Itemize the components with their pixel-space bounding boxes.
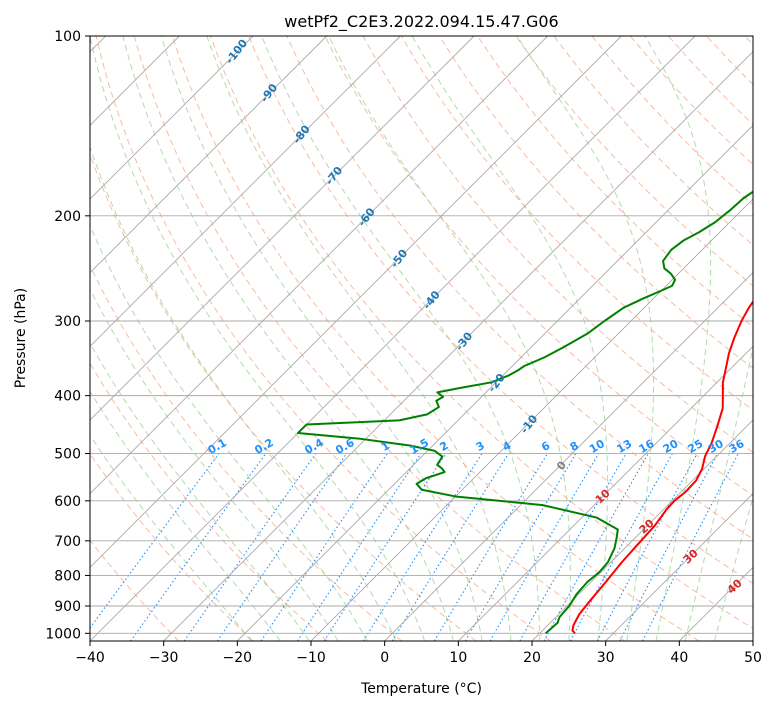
- y-axis-label: Pressure (hPa): [13, 288, 29, 388]
- isotherm-line: [605, 493, 753, 641]
- moist-adiabat-line: [644, 36, 712, 641]
- isotherm-line: [384, 272, 753, 641]
- dry-adiabat-line: [515, 36, 753, 287]
- dry-adiabat-line: [324, 36, 753, 497]
- isotherm-line: [90, 36, 475, 421]
- y-axis-ticks: 100 200 300 400 500 600 700 800 900 1000: [45, 29, 90, 642]
- moist-adiabat-line: [90, 224, 368, 641]
- moist-adiabat-line: [411, 36, 609, 641]
- dry-adiabat-line: [90, 264, 403, 641]
- dry-adiabat-line: [90, 452, 254, 641]
- isotherm-line: [310, 198, 753, 641]
- y-tick-label: 100: [54, 29, 81, 45]
- dry-adiabat-line: [248, 36, 753, 585]
- dry-adiabats: [90, 36, 753, 641]
- x-tick-label: 10: [449, 650, 467, 666]
- x-tick-label: 40: [670, 650, 688, 666]
- dry-adiabat-line: [90, 152, 477, 641]
- x-tick-label: 0: [380, 650, 389, 666]
- moist-adiabat-line: [90, 342, 310, 641]
- moist-adiabat-line: [206, 36, 512, 641]
- y-tick-label: 900: [54, 599, 81, 615]
- moist-adiabat-line: [328, 36, 571, 641]
- y-tick-label: 400: [54, 389, 81, 405]
- dewpoint-line: [296, 190, 753, 635]
- y-tick-label: 600: [54, 494, 81, 510]
- isotherm-line: [458, 345, 753, 641]
- moist-adiabat-line: [90, 390, 281, 641]
- mixing-ratio-line: [489, 453, 600, 641]
- y-tick-label: 300: [54, 314, 81, 330]
- dry-adiabat-line: [400, 36, 753, 411]
- moist-adiabat-line: [684, 344, 753, 641]
- x-tick-label: 50: [744, 650, 762, 666]
- dry-adiabat-line: [362, 36, 753, 454]
- profile-series: [296, 190, 753, 635]
- isotherm-line: [531, 419, 753, 641]
- moist-adiabat-line: [122, 36, 454, 641]
- isotherm-line: [90, 36, 548, 495]
- plot-frame: [89, 35, 754, 642]
- dry-adiabat-line: [286, 36, 753, 540]
- mixing-ratio-line: [569, 453, 673, 641]
- moist-adiabat-line: [261, 36, 541, 641]
- isotherm-line: [163, 51, 753, 641]
- pressure-gridlines: [90, 36, 753, 634]
- moist-adiabat-line: [714, 495, 753, 641]
- mixing-ratio-line: [297, 453, 422, 641]
- isotherm-line: [90, 36, 327, 274]
- x-tick-label: 20: [523, 650, 541, 666]
- mixing-ratio-line: [90, 453, 220, 629]
- moist-adiabats: [90, 36, 753, 641]
- y-tick-label: 800: [54, 568, 81, 584]
- y-tick-label: 500: [54, 447, 81, 463]
- dry-adiabat-line: [133, 36, 625, 641]
- moist-adiabat-line: [90, 434, 252, 641]
- isotherm-line: [90, 36, 696, 641]
- temperature-line: [571, 299, 753, 635]
- mixing-ratio-line: [260, 453, 388, 641]
- plot-background: [90, 36, 753, 641]
- mixing-ratio-line: [216, 453, 348, 641]
- x-tick-label: −10: [296, 650, 326, 666]
- moist-adiabat-line: [160, 36, 483, 641]
- dry-adiabat-line: [477, 36, 753, 328]
- x-tick-label: 30: [597, 650, 615, 666]
- chart-title: wetPf2_C2E3.2022.094.15.47.G06: [284, 12, 558, 32]
- mixing-ratio-lines: [90, 453, 739, 641]
- mixing-ratio-line: [183, 453, 317, 641]
- dry-adiabat-line: [210, 36, 753, 630]
- moist-adiabat-line: [90, 287, 339, 641]
- isotherm-line: [752, 640, 753, 641]
- moist-adiabat-line: [90, 36, 426, 641]
- y-tick-label: 700: [54, 534, 81, 550]
- isotherm-lines: [90, 36, 753, 641]
- y-tick-label: 1000: [45, 626, 81, 642]
- x-tick-label: −40: [75, 650, 105, 666]
- x-tick-label: −30: [149, 650, 179, 666]
- x-axis-ticks: −40 −30 −20 −10 0 10 20 30 40 50: [75, 641, 762, 666]
- mixing-ratio-line: [464, 453, 577, 641]
- x-tick-label: −20: [223, 650, 253, 666]
- isotherm-line: [90, 36, 254, 200]
- dry-adiabat-line: [171, 36, 700, 641]
- y-tick-label: 200: [54, 209, 81, 225]
- isotherm-line: [90, 36, 622, 568]
- dry-adiabat-line: [95, 36, 551, 641]
- mixing-ratio-line: [130, 453, 267, 641]
- mixing-ratio-line: [433, 453, 548, 641]
- mixing-ratio-line: [596, 453, 698, 641]
- dry-adiabat-line: [90, 362, 328, 641]
- dry-adiabat-line: [439, 36, 753, 369]
- mixing-ratio-line: [323, 453, 447, 641]
- x-axis-label: Temperature (°C): [360, 681, 482, 697]
- isotherm-line: [90, 36, 401, 347]
- isotherm-line: [237, 124, 753, 641]
- mixing-ratio-line: [519, 453, 627, 641]
